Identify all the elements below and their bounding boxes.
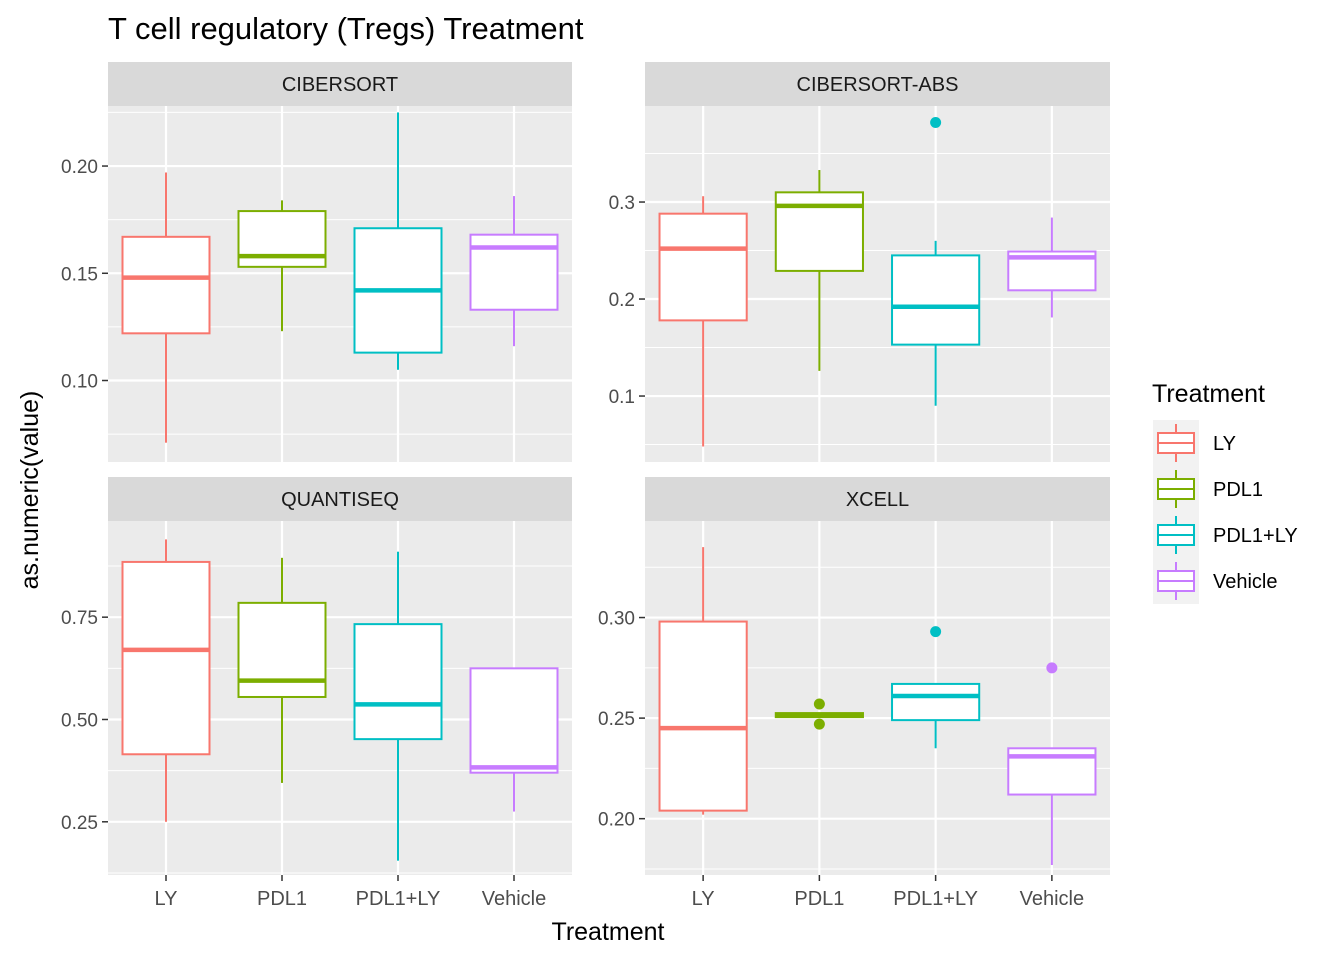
box-body xyxy=(891,254,981,346)
legend-keys: LY PDL1 PDL1+LY Vehicle xyxy=(1153,420,1298,604)
legend: Treatment LY PDL1 PDL1+LY Vehicle xyxy=(1152,380,1298,604)
x-tick-label: PDL1+LY xyxy=(893,888,978,910)
box-ly xyxy=(121,172,211,443)
box-body xyxy=(658,212,748,322)
x-tick-label: PDL1 xyxy=(257,888,307,910)
y-tick-label: 0.50 xyxy=(61,710,98,731)
box-pdl1 xyxy=(774,170,864,371)
y-axis-label: as.numeric(value) xyxy=(16,391,44,590)
panel-quantiseq: QUANTISEQ 0.25 0.50 0.75 LY PDL1 PDL1+LY Vehicl… xyxy=(61,477,572,910)
box-vehicle xyxy=(1007,217,1097,318)
box-body xyxy=(121,560,211,756)
box-body xyxy=(891,682,981,722)
box-pdl1-ly xyxy=(891,116,981,406)
panel-xcell: XCELL 0.20 0.25 0.30 LY PDL1 PDL1+LY Vehicle xyxy=(598,477,1110,910)
box-pdl1-ly xyxy=(891,626,981,749)
panels: CIBERSORT 0.10 0.15 0.20 CIBERSORT-ABS 0.1 0.2… xyxy=(61,62,1110,910)
box-body xyxy=(237,601,327,698)
x-tick-label: Vehicle xyxy=(1020,888,1085,910)
box-ly xyxy=(658,547,748,815)
chart-title: T cell regulatory (Tregs) Treatment xyxy=(108,11,584,46)
panel-cibersort-abs: CIBERSORT-ABS 0.1 0.2 0.3 xyxy=(609,62,1110,462)
facet-strip xyxy=(645,477,1110,521)
y-tick-label: 0.25 xyxy=(598,709,635,730)
facet-strip-label: CIBERSORT xyxy=(282,74,398,96)
box-pdl1-ly xyxy=(353,551,443,861)
legend-entry-label: PDL1 xyxy=(1213,479,1263,501)
box-pdl1-ly xyxy=(353,112,443,370)
y-tick-label: 0.2 xyxy=(609,290,635,311)
box-body xyxy=(658,620,748,812)
box-vehicle xyxy=(1007,662,1097,865)
box-pdl1 xyxy=(237,557,327,783)
facet-strip-label: CIBERSORT-ABS xyxy=(797,74,959,96)
x-tick-label: Vehicle xyxy=(482,888,547,910)
y-tick-label: 0.20 xyxy=(598,810,635,831)
y-tick-label: 0.3 xyxy=(609,193,635,214)
box-ly xyxy=(121,539,211,822)
facet-strip xyxy=(645,62,1110,106)
facet-strip xyxy=(108,62,572,106)
x-tick-label: LY xyxy=(155,888,178,910)
y-tick-label: 0.20 xyxy=(61,157,98,178)
box-body xyxy=(237,210,327,268)
outlier-point xyxy=(1046,662,1058,674)
box-body xyxy=(469,667,559,774)
y-tick-label: 0.30 xyxy=(598,609,635,630)
legend-entry-pdl1: PDL1 xyxy=(1153,466,1263,512)
x-tick-label: PDL1 xyxy=(794,888,844,910)
box-vehicle xyxy=(469,667,559,812)
box-vehicle xyxy=(469,196,559,347)
box-pdl1 xyxy=(774,698,864,730)
box-pdl1 xyxy=(237,200,327,332)
legend-entry-label: LY xyxy=(1213,433,1236,455)
y-tick-label: 0.1 xyxy=(609,387,635,408)
legend-entry-ly: LY xyxy=(1153,420,1236,466)
facet-strip-label: XCELL xyxy=(846,489,909,511)
y-tick-label: 0.15 xyxy=(61,264,98,285)
legend-entry-label: PDL1+LY xyxy=(1213,525,1298,547)
outlier-point xyxy=(813,718,825,730)
facet-strip xyxy=(108,477,572,521)
box-body xyxy=(121,235,211,335)
x-tick-label: LY xyxy=(692,888,715,910)
box-ly xyxy=(658,196,748,447)
outlier-point xyxy=(930,626,942,638)
x-axis-label: Treatment xyxy=(551,918,664,946)
y-tick-label: 0.75 xyxy=(61,608,98,629)
box-body xyxy=(353,623,443,741)
y-tick-label: 0.10 xyxy=(61,372,98,393)
facet-strip-label: QUANTISEQ xyxy=(281,489,399,511)
legend-title: Treatment xyxy=(1152,380,1265,408)
y-tick-label: 0.25 xyxy=(61,813,98,834)
outlier-point xyxy=(813,698,825,710)
x-tick-label: PDL1+LY xyxy=(356,888,441,910)
outlier-point xyxy=(930,116,942,128)
legend-entry-label: Vehicle xyxy=(1213,571,1278,593)
legend-entry-pdl1-ly: PDL1+LY xyxy=(1153,512,1298,558)
legend-entry-vehicle: Vehicle xyxy=(1153,558,1278,604)
panel-cibersort: CIBERSORT 0.10 0.15 0.20 xyxy=(61,62,572,462)
